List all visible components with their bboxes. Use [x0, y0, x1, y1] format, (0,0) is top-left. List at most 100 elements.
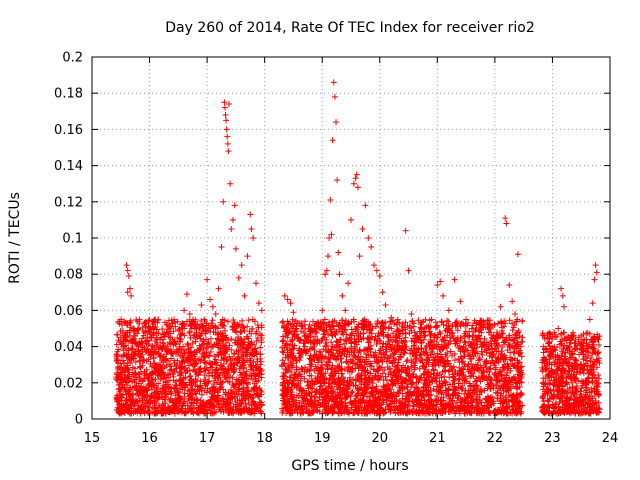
data-point	[244, 351, 251, 358]
data-point	[144, 409, 151, 416]
data-point	[519, 334, 526, 341]
data-point	[186, 328, 193, 335]
data-point	[213, 361, 220, 368]
data-point	[242, 400, 249, 407]
data-point	[132, 358, 139, 365]
data-point	[218, 364, 225, 371]
data-point	[224, 370, 231, 377]
data-point	[357, 348, 364, 355]
data-point	[130, 335, 137, 342]
data-point	[126, 390, 133, 397]
data-point	[144, 387, 151, 394]
data-point	[239, 378, 246, 385]
data-point	[410, 402, 417, 409]
data-point	[152, 376, 159, 383]
data-point	[148, 346, 155, 353]
data-point	[198, 399, 205, 406]
data-point	[165, 317, 172, 324]
data-point	[137, 350, 144, 357]
data-point	[206, 352, 213, 359]
data-point	[177, 376, 184, 383]
data-point	[184, 368, 191, 375]
data-point	[220, 369, 227, 376]
data-point	[174, 318, 181, 325]
data-point	[198, 391, 205, 398]
data-point	[192, 335, 199, 342]
data-point	[220, 356, 227, 363]
data-point	[208, 343, 215, 350]
data-point	[113, 394, 120, 401]
data-point	[251, 410, 258, 417]
data-point	[147, 360, 154, 367]
data-point	[113, 341, 120, 348]
data-point	[126, 371, 133, 378]
data-point	[146, 395, 153, 402]
data-point	[184, 340, 191, 347]
data-point	[226, 373, 233, 380]
data-point	[239, 349, 246, 356]
data-point	[136, 371, 143, 378]
data-point	[387, 318, 394, 325]
data-point	[165, 371, 172, 378]
data-point	[174, 408, 181, 415]
data-point	[203, 389, 210, 396]
data-point	[231, 368, 238, 375]
data-point	[178, 377, 185, 384]
data-point	[200, 336, 207, 343]
data-point	[181, 384, 188, 391]
data-point	[240, 362, 247, 369]
data-point	[167, 325, 174, 332]
data-point	[254, 322, 261, 329]
data-point	[224, 318, 231, 325]
data-point	[132, 340, 139, 347]
data-point	[253, 328, 260, 335]
data-point	[148, 370, 155, 377]
data-point	[229, 406, 236, 413]
data-point	[167, 345, 174, 352]
data-point	[143, 348, 150, 355]
data-point	[196, 366, 203, 373]
data-point	[236, 386, 243, 393]
data-point	[187, 334, 194, 341]
data-point	[207, 401, 214, 408]
data-point	[211, 353, 218, 360]
data-point	[161, 330, 168, 337]
data-point	[442, 378, 449, 385]
data-point	[188, 325, 195, 332]
data-point	[257, 387, 264, 394]
data-point	[123, 391, 130, 398]
data-point	[185, 395, 192, 402]
data-point	[124, 382, 131, 389]
data-point	[217, 408, 224, 415]
data-point	[145, 317, 152, 324]
data-point	[181, 350, 188, 357]
data-point	[129, 385, 136, 392]
data-point	[249, 326, 256, 333]
data-point	[215, 337, 222, 344]
data-point	[131, 365, 138, 372]
data-point	[247, 361, 254, 368]
data-point	[279, 318, 286, 325]
data-point	[257, 361, 264, 368]
data-point	[258, 324, 265, 331]
data-point	[433, 323, 440, 330]
data-point	[161, 364, 168, 371]
data-point	[214, 389, 221, 396]
data-point	[194, 408, 201, 415]
data-point	[208, 335, 215, 342]
data-point	[249, 347, 256, 354]
data-point	[119, 375, 126, 382]
data-point	[243, 375, 250, 382]
data-point	[117, 371, 124, 378]
data-point	[223, 375, 230, 382]
data-point	[176, 368, 183, 375]
data-point	[209, 404, 216, 411]
data-point	[134, 398, 141, 405]
data-point	[186, 330, 193, 337]
data-point	[225, 367, 232, 374]
data-point	[176, 326, 183, 333]
data-point	[219, 330, 226, 337]
data-point	[210, 328, 217, 335]
data-point	[145, 375, 152, 382]
data-point	[402, 329, 409, 336]
